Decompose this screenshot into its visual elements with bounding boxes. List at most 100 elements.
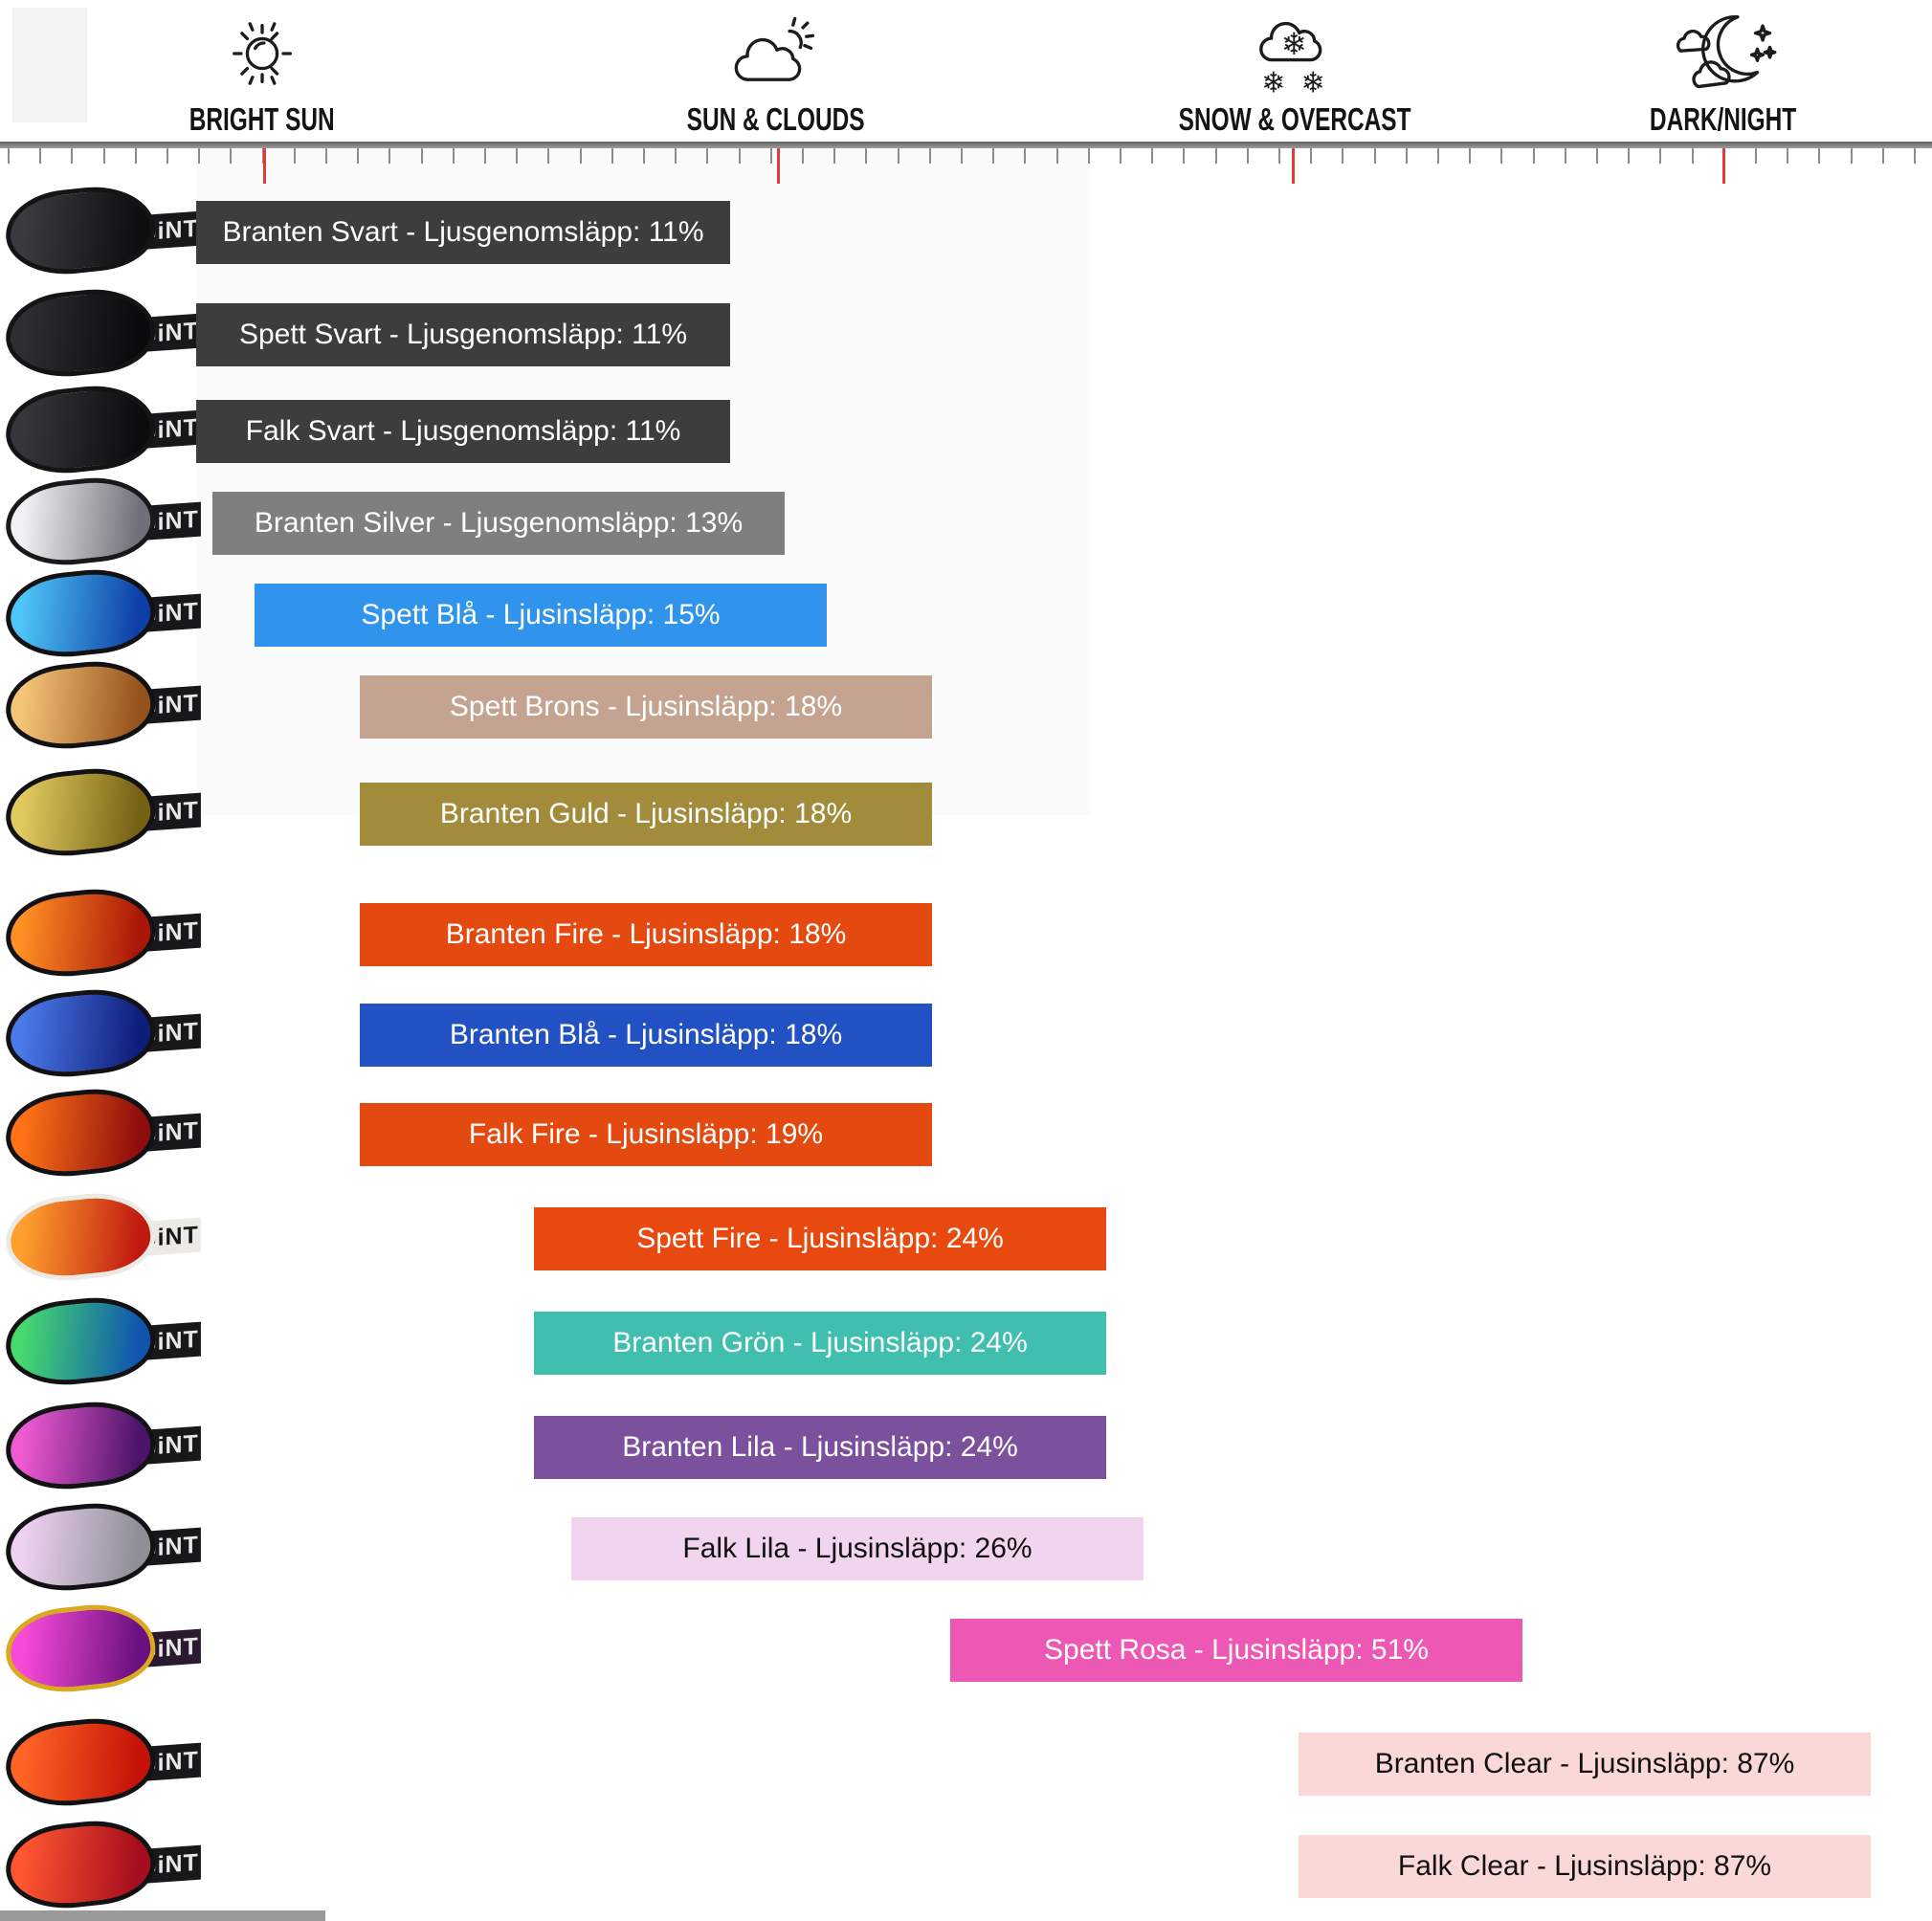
photo-edge-strip [0,1910,325,1921]
product-bar-spett-rosa: Spett Rosa - Ljusinsläpp: 51% [950,1619,1522,1682]
ruler-tick [1500,148,1503,164]
ruler-tick [452,148,455,164]
ruler-tick [1342,148,1344,164]
goggle-photo-branten-clear: GiNT [0,1712,201,1812]
ruler-tick [1024,148,1027,164]
ruler-tick [1246,148,1249,164]
condition-label: SNOW & OVERCAST [1075,101,1515,138]
product-bar-falk-lila: Falk Lila - Ljusinsläpp: 26% [571,1517,1144,1580]
goggle-lens [1,983,160,1083]
background-patch-top-left [12,8,87,122]
goggle-photo-falk-fire: GiNT [0,1083,201,1182]
goggle-lens [1,283,160,383]
product-bar-branten-lila: Branten Lila - Ljusinsläpp: 24% [534,1416,1106,1479]
ruler-tick [1278,148,1280,164]
moon-cloud-icon [1676,15,1777,89]
goggle-lens [1,1497,160,1597]
product-bar-label: Branten Lila - Ljusinsläpp: 24% [622,1431,1018,1463]
ruler-tick [1914,148,1916,164]
product-bar-label: Branten Guld - Ljusinsläpp: 18% [439,798,853,829]
goggle-photo-spett-bl: GiNT [0,563,201,663]
product-bar-branten-guld: Branten Guld - Ljusinsläpp: 18% [360,783,932,846]
moon-cloud-icon-wrap [1503,10,1932,98]
svg-text:❄: ❄ [1301,67,1325,98]
goggle-photo-branten-gr-n: GiNT [0,1292,201,1391]
product-bar-falk-clear: Falk Clear - Ljusinsläpp: 87% [1299,1835,1871,1898]
ruler-tick [1628,148,1631,164]
ruler-tick [1405,148,1408,164]
goggle-lens [1,883,160,983]
ruler-tick [992,148,995,164]
ruler-tick [516,148,519,164]
product-bar-spett-svart: Spett Svart - Ljusgenomsläpp: 11% [196,303,730,366]
product-bar-spett-bl: Spett Blå - Ljusinsläpp: 15% [255,584,827,647]
ruler-tick [769,148,772,164]
ruler-tick [1055,148,1058,164]
product-bar-label: Spett Svart - Ljusgenomsläpp: 11% [238,319,688,350]
condition-label-text: DARK/NIGHT [1650,101,1797,137]
ruler-tick [1120,148,1121,164]
ruler-tick [547,148,550,164]
svg-text:❄: ❄ [1281,27,1307,61]
product-bar-falk-fire: Falk Fire - Ljusinsläpp: 19% [360,1103,932,1166]
product-bar-branten-bl: Branten Blå - Ljusinsläpp: 18% [360,1004,932,1067]
category-marker [1722,148,1725,184]
ruler-tick [167,148,168,164]
condition-label: BRIGHT SUN [42,101,482,138]
ruler-tick [1755,148,1757,164]
goggle-lens [1,1712,160,1812]
goggle-photo-spett-fire: GiNT [0,1187,201,1287]
ruler-tick [1183,148,1186,164]
product-bar-branten-clear: Branten Clear - Ljusinsläpp: 87% [1299,1733,1871,1796]
snow-cloud-icon-wrap: ❄ ❄ ❄ [1075,10,1515,98]
goggle-lens [1,762,160,862]
goggle-photo-spett-svart: GiNT [0,283,201,383]
goggle-photo-spett-rosa: GiNT [0,1599,201,1698]
ruler-tick [1564,148,1566,164]
product-bar-label: Falk Lila - Ljusinsläpp: 26% [682,1533,1033,1564]
goggle-lens [1,1396,160,1495]
ruler-tick [1532,148,1535,164]
ruler-tick [1596,148,1598,164]
goggle-lens [1,1187,160,1287]
goggle-photo-branten-guld: GiNT [0,762,201,862]
goggle-lens [1,1083,160,1182]
product-bar-label: Branten Fire - Ljusinsläpp: 18% [445,918,847,950]
ruler-tick [897,148,899,164]
condition-label: DARK/NIGHT [1503,101,1932,138]
ruler-tick [39,148,42,164]
product-bar-label: Branten Grön - Ljusinsläpp: 24% [612,1327,1028,1358]
ruler-tick [1310,148,1313,164]
sun-icon [233,22,292,85]
snow-cloud-icon: ❄ ❄ ❄ [1259,21,1325,98]
condition-sun-clouds: SUN & CLOUDS [556,10,996,138]
ruler-tick [706,148,709,164]
sun-cloud-icon-wrap [556,10,996,98]
product-bar-branten-gr-n: Branten Grön - Ljusinsläpp: 24% [534,1312,1106,1375]
product-bar-label: Branten Clear - Ljusinsläpp: 87% [1374,1748,1795,1779]
ruler-tick [579,148,582,164]
goggle-photo-falk-svart: GiNT [0,380,201,479]
product-bar-label: Falk Fire - Ljusinsläpp: 19% [468,1118,824,1150]
ruler-tick [802,148,804,164]
category-marker [1292,148,1295,184]
condition-label-text: BRIGHT SUN [189,101,335,137]
ruler-tick [675,148,677,164]
ruler-tick [1881,148,1884,164]
goggle-photo-branten-silver: GiNT [0,472,201,571]
product-bar-falk-svart: Falk Svart - Ljusgenomsläpp: 11% [196,400,730,463]
ruler-tick [1373,148,1376,164]
ruler-tick [1469,148,1472,164]
product-bar-label: Spett Rosa - Ljusinsläpp: 51% [1044,1634,1429,1666]
product-bar-branten-svart: Branten Svart - Ljusgenomsläpp: 11% [196,201,730,264]
product-bar-label: Branten Blå - Ljusinsläpp: 18% [449,1019,843,1050]
condition-dark-night: DARK/NIGHT [1503,10,1932,138]
ruler-tick [643,148,645,164]
product-bar-branten-silver: Branten Silver - Ljusgenomsläpp: 13% [212,492,785,555]
ruler-tick [102,148,105,164]
ruler-tick [833,148,836,164]
ruler-tick [961,148,963,164]
category-marker [777,148,780,184]
condition-label-text: SUN & CLOUDS [687,101,865,137]
